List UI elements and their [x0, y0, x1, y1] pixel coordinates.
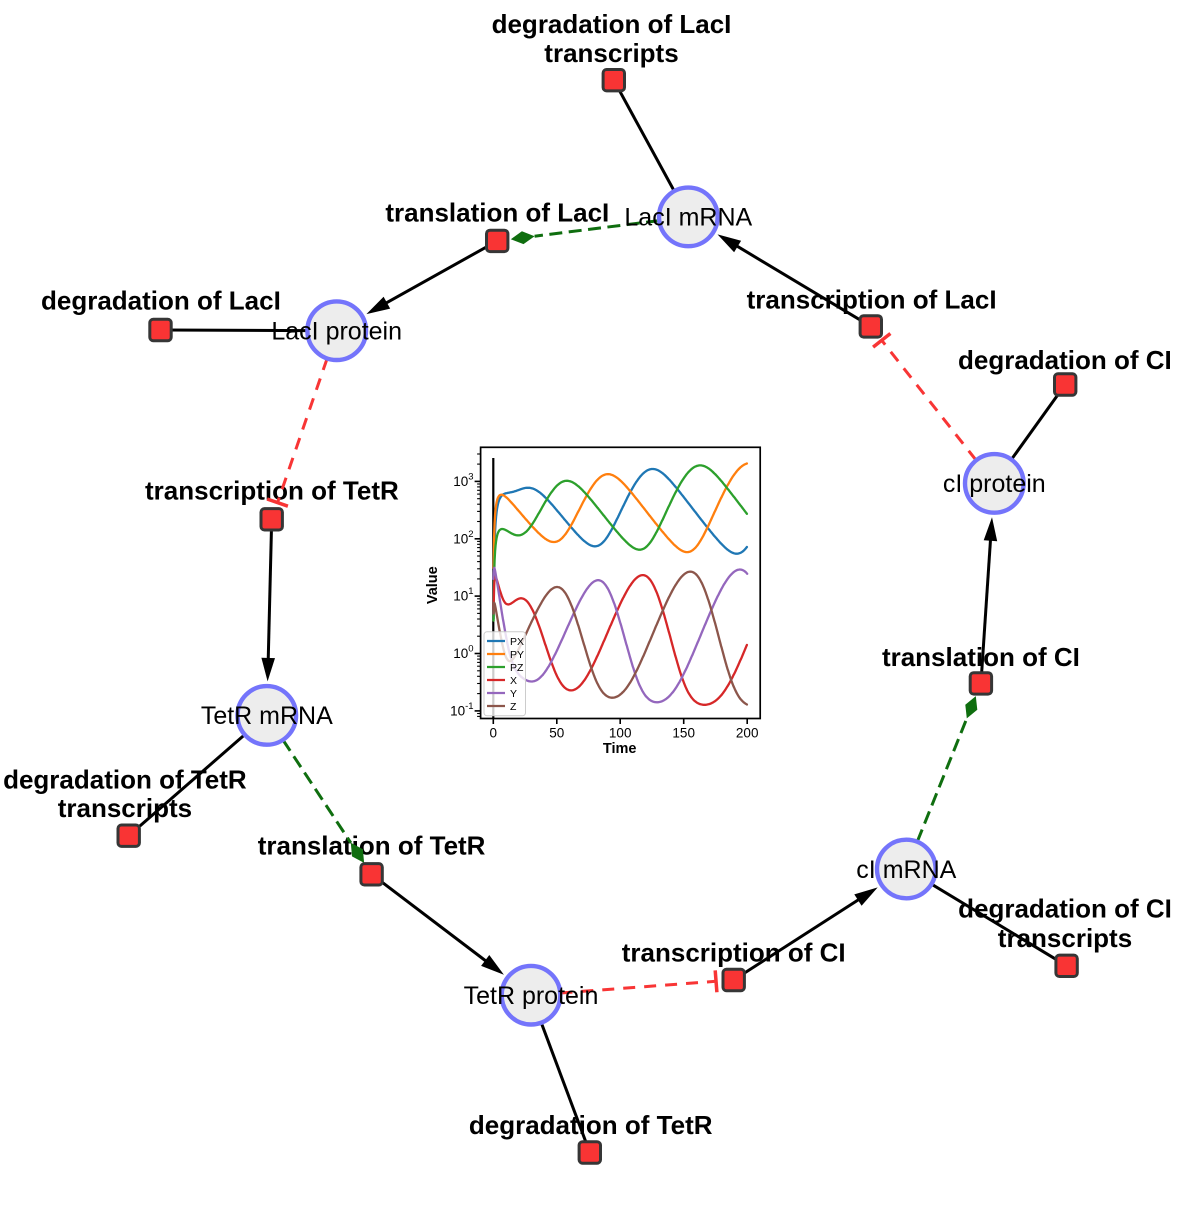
svg-text:101: 101 [453, 586, 473, 604]
svg-text:translation of TetR: translation of TetR [258, 831, 486, 861]
svg-text:PX: PX [510, 636, 524, 648]
svg-text:PY: PY [510, 649, 524, 661]
svg-text:Y: Y [510, 688, 517, 700]
svg-text:150: 150 [672, 726, 695, 741]
svg-text:LacI mRNA: LacI mRNA [624, 204, 752, 232]
svg-text:degradation of LacI: degradation of LacI [41, 285, 281, 315]
svg-text:Z: Z [510, 701, 517, 713]
svg-text:transcription of LacI: transcription of LacI [747, 285, 997, 315]
svg-text:100: 100 [609, 726, 632, 741]
svg-text:0: 0 [490, 726, 498, 741]
svg-text:cI protein: cI protein [943, 470, 1046, 498]
svg-text:PZ: PZ [510, 662, 524, 674]
svg-text:degradation of CI: degradation of CI [958, 345, 1172, 375]
svg-text:transcripts: transcripts [544, 38, 678, 68]
svg-text:100: 100 [453, 644, 473, 662]
svg-text:LacI protein: LacI protein [271, 318, 402, 346]
svg-text:degradation of LacI: degradation of LacI [492, 9, 732, 39]
svg-text:Value: Value [425, 566, 441, 604]
svg-text:degradation of CI: degradation of CI [958, 893, 1172, 923]
svg-text:degradation of TetR: degradation of TetR [3, 764, 247, 794]
svg-text:200: 200 [736, 726, 759, 741]
svg-text:cI mRNA: cI mRNA [856, 856, 956, 884]
svg-text:transcription of CI: transcription of CI [622, 938, 846, 968]
svg-text:Time: Time [603, 741, 637, 757]
svg-text:102: 102 [453, 529, 473, 547]
svg-text:translation of LacI: translation of LacI [385, 198, 609, 228]
svg-text:transcripts: transcripts [58, 793, 192, 823]
svg-text:10-1: 10-1 [450, 701, 473, 719]
svg-text:degradation of TetR: degradation of TetR [469, 1110, 713, 1140]
svg-text:TetR protein: TetR protein [464, 982, 599, 1010]
svg-text:X: X [510, 675, 517, 687]
svg-text:103: 103 [453, 471, 473, 489]
svg-text:TetR mRNA: TetR mRNA [201, 702, 333, 730]
svg-text:50: 50 [549, 726, 564, 741]
